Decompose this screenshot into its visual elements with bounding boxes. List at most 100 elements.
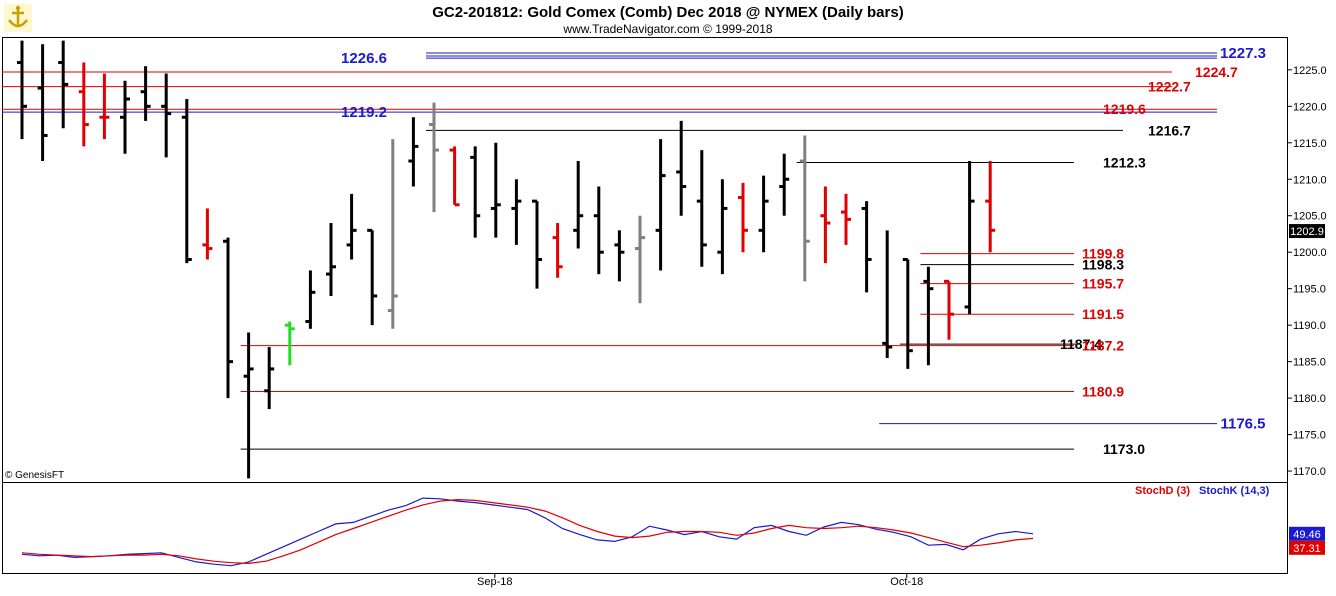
ohlc-bar (985, 161, 996, 253)
stoch-d-value: 37.31 (1293, 543, 1321, 555)
stoch-d-badge (1289, 540, 1325, 555)
ohlc-bar (140, 66, 151, 121)
legend-entry: StochD (3) (1135, 485, 1190, 497)
ohlc-bar (78, 62, 89, 147)
level-label: 1195.7 (1082, 276, 1124, 292)
watermark: © GenesisFT (5, 470, 64, 481)
stoch-k-badge (1289, 526, 1325, 541)
y-tick-label: 1200.0 (1293, 247, 1327, 259)
stoch-d-line (21, 498, 1034, 565)
level-label: 1222.7 (1148, 79, 1191, 95)
ohlc-bar (470, 146, 481, 238)
ohlc-bar (882, 230, 893, 358)
level-label: 1187.4 (1060, 336, 1102, 352)
y-tick-label: 1180.0 (1293, 393, 1326, 405)
ohlc-bar (449, 146, 460, 207)
ohlc-bar (841, 193, 851, 245)
ohlc-bar (964, 161, 975, 315)
ohlc-bar (429, 102, 439, 213)
ohlc-bar (696, 150, 707, 267)
ohlc-bar (243, 332, 254, 479)
level-label: 1199.8 (1082, 246, 1124, 262)
ohlc-bar (573, 161, 584, 249)
level-label: 1219.2 (341, 104, 387, 121)
ohlc-bar (17, 40, 27, 140)
level-label: 1226.6 (341, 50, 387, 67)
ohlc-bar (264, 347, 275, 410)
ohlc-bar (120, 80, 130, 154)
level-label: 1176.5 (1220, 416, 1265, 433)
ohlc-bar (614, 230, 625, 282)
level-label: 1227.3 (1220, 45, 1266, 62)
y-tick-label: 1185.0 (1293, 357, 1326, 369)
x-tick-label: Oct-18 (890, 576, 923, 588)
ohlc-bar (820, 186, 831, 264)
chart-subtitle: www.TradeNavigator.com © 1999-2018 (562, 22, 772, 36)
ohlc-bar (552, 223, 563, 278)
ohlc-bar (490, 142, 501, 238)
y-tick-label: 1170.0 (1293, 466, 1326, 478)
ohlc-bar (655, 139, 666, 271)
y-tick-label: 1175.0 (1293, 430, 1326, 442)
ohlc-bar (635, 215, 645, 304)
ohlc-bar (99, 73, 110, 140)
y-tick-label: 1220.0 (1293, 101, 1327, 113)
ohlc-bar (346, 193, 357, 260)
level-label: 1212.3 (1103, 154, 1146, 170)
ohlc-bar (326, 223, 336, 296)
ohlc-bar (37, 44, 48, 162)
ohlc-bar (944, 279, 954, 340)
ohlc-bar (738, 182, 748, 253)
y-tick-label: 1195.0 (1293, 284, 1326, 296)
stoch-k-value: 49.46 (1293, 529, 1321, 541)
level-lines (2, 52, 1217, 450)
ohlc-bar (223, 237, 233, 399)
ohlc-bar (923, 266, 934, 366)
price-bars (17, 40, 996, 479)
ohlc-bar (367, 228, 378, 326)
level-label: 1198.3 (1082, 257, 1124, 273)
ohlc-bar (181, 99, 192, 264)
ohlc-bar (408, 117, 419, 187)
y-tick-label: 1210.0 (1293, 174, 1327, 186)
y-tick-label: 1215.0 (1293, 138, 1327, 150)
level-label: 1191.5 (1082, 306, 1124, 322)
ohlc-bar (202, 208, 213, 260)
anchor-logo-icon (4, 4, 32, 32)
stochastic-lines: 49.46 37.31 (21, 497, 1325, 567)
ohlc-bar (161, 73, 172, 158)
stochastic-legend: StochD (3) StochK (14,3) (1135, 485, 1270, 497)
ohlc-bar (799, 135, 810, 282)
ohlc-bar (758, 175, 769, 253)
ohlc-bar (511, 179, 522, 245)
ohlc-bar (284, 321, 295, 366)
y-tick-label: 1190.0 (1293, 320, 1326, 332)
price-axis: 1170.0 1175.0 1180.0 1185.0 1190.0 1195.0 1200… (1287, 65, 1327, 478)
level-label: 1216.7 (1148, 122, 1191, 138)
stochastic-panel-frame (2, 482, 1288, 574)
level-label: 1219.6 (1103, 101, 1146, 117)
time-axis: Sep-18 Oct-18 (477, 573, 923, 588)
legend-entry: StochK (14,3) (1199, 485, 1270, 497)
level-label: 1173.0 (1103, 441, 1145, 457)
y-tick-label: 1225.0 (1293, 65, 1327, 77)
ohlc-bar (58, 40, 69, 129)
x-tick-label: Sep-18 (477, 576, 512, 588)
ohlc-bar (902, 258, 913, 369)
level-label: 1180.9 (1082, 384, 1124, 400)
ohlc-bar (387, 139, 398, 329)
chart-title: GC2-201812: Gold Comex (Comb) Dec 2018 @… (432, 4, 903, 21)
ohlc-bar (717, 179, 728, 275)
ohlc-bar (305, 270, 316, 329)
ohlc-bar (779, 153, 790, 216)
y-tick-label: 1205.0 (1293, 211, 1327, 223)
last-price-badge (1289, 224, 1325, 239)
ohlc-bar (861, 201, 872, 293)
last-price-label: 1202.9 (1290, 226, 1324, 238)
ohlc-bar (532, 199, 542, 289)
level-label: 1224.7 (1195, 64, 1238, 80)
ohlc-bar (593, 186, 604, 275)
